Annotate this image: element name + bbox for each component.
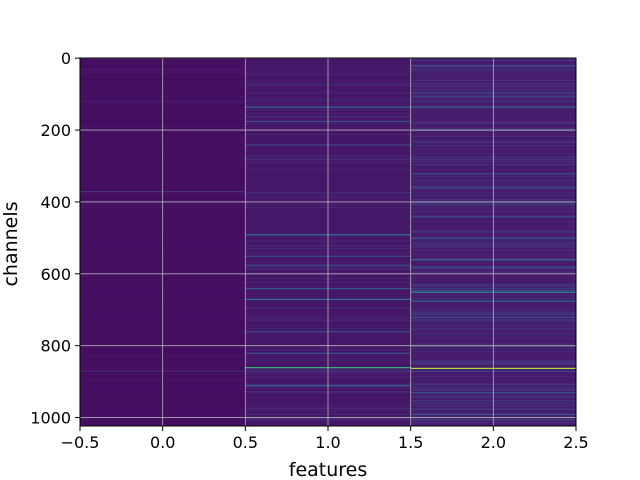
x-axis-label: features xyxy=(289,459,368,480)
x-tick-label: −0.5 xyxy=(61,433,100,452)
y-axis-label: channels xyxy=(0,201,22,286)
y-tick-label: 800 xyxy=(40,337,71,356)
x-tick-label: 1.5 xyxy=(398,433,423,452)
x-tick-label: 0.5 xyxy=(233,433,258,452)
x-tick-label: 1.0 xyxy=(315,433,340,452)
y-tick-label: 600 xyxy=(40,265,71,284)
y-tick-label: 200 xyxy=(40,121,71,140)
y-axis: 0 200 400 600 800 1000 xyxy=(30,49,80,428)
x-tick-label: 0.0 xyxy=(150,433,175,452)
x-tick-label: 2.0 xyxy=(481,433,506,452)
y-tick-label: 400 xyxy=(40,193,71,212)
y-tick-label: 1000 xyxy=(30,409,71,428)
x-axis: −0.5 0.0 0.5 1.0 1.5 2.0 2.5 xyxy=(61,426,589,452)
grid-lines xyxy=(79,57,577,426)
y-tick-label: 0 xyxy=(61,49,71,68)
x-tick-label: 2.5 xyxy=(563,433,588,452)
